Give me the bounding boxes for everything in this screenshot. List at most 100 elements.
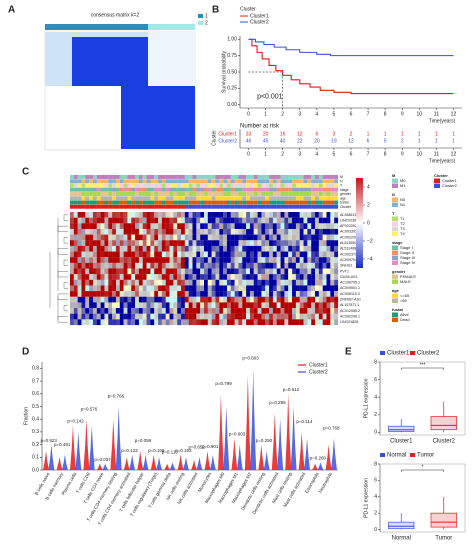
heat-cell: [181, 228, 185, 235]
violin: [102, 463, 109, 470]
annotation-cell: [200, 179, 205, 184]
heat-cell: [230, 245, 235, 252]
heat-cell: [265, 240, 270, 246]
annotation-cell: [311, 187, 316, 192]
heat-cell: [165, 228, 170, 235]
risk-value: 40: [280, 138, 286, 144]
p-value: p=0.290: [256, 438, 273, 443]
heat-cell: [131, 223, 136, 230]
p-value: p=0.193: [175, 448, 192, 453]
violin: [258, 444, 265, 470]
annotation-cell: [177, 200, 182, 205]
annotation-cell: [108, 187, 113, 192]
heat-cell: [173, 245, 178, 252]
heat-cell: [303, 291, 308, 297]
heat-cell: [288, 274, 293, 280]
annotation-cell: [119, 183, 124, 188]
annotation-cell: [196, 183, 201, 188]
annotation-cell: [238, 187, 243, 192]
annotation-cell: [150, 204, 155, 209]
heat-cell: [100, 302, 105, 309]
heat-cell: [334, 296, 339, 303]
p-value: p<0.001: [257, 94, 283, 101]
heat-cell: [257, 223, 262, 230]
annotation-cell: [158, 204, 162, 209]
x-tick-label: 3: [298, 111, 301, 117]
heat-cell: [246, 291, 251, 297]
heat-cell: [146, 251, 151, 258]
heat-cell: [138, 212, 143, 218]
annotation-cell: [96, 192, 101, 196]
heat-cell: [81, 245, 86, 252]
heat-cell: [295, 240, 300, 246]
heat-cell: [196, 262, 201, 269]
heat-cell: [146, 223, 151, 230]
annotation-cell: [226, 175, 231, 179]
heat-cell: [311, 245, 316, 252]
heat-cell: [249, 245, 254, 252]
annotation-cell: [303, 196, 308, 201]
annotation-cell: [253, 175, 258, 179]
heat-cell: [226, 302, 231, 309]
heat-cell: [272, 302, 277, 309]
heat-cell: [92, 268, 97, 275]
heat-cell: [315, 228, 319, 235]
heat-cell: [196, 217, 201, 224]
annotation-cell: [96, 175, 101, 179]
heat-cell: [127, 268, 132, 275]
heat-cell: [112, 240, 117, 246]
consensus-matrix: consensus matrix k=2 1 2: [44, 12, 208, 151]
heat-cell: [204, 308, 208, 314]
heat-cell: [115, 285, 120, 292]
heat-cell: [272, 262, 277, 269]
heat-cell: [303, 251, 308, 258]
heat-cell: [246, 313, 251, 320]
annotation-cell: [188, 179, 193, 184]
heat-cell: [207, 308, 212, 314]
heat-cell: [246, 223, 251, 230]
heat-cell: [165, 308, 170, 314]
heat-cell: [173, 319, 178, 326]
heat-cell: [269, 245, 274, 252]
heat-cell: [177, 223, 182, 230]
heat-cell: [322, 319, 327, 326]
annotation-cell: [299, 183, 304, 188]
heat-cell: [108, 251, 113, 258]
annotation-cell: [127, 204, 132, 209]
annotation-cell: [142, 175, 147, 179]
heat-cell: [219, 302, 224, 309]
y-axis-label: Survival probability: [221, 51, 227, 93]
gene-label: AC092296.1: [340, 314, 360, 318]
heat-cell: [135, 296, 140, 303]
heat-cell: [284, 296, 289, 303]
heat-cell: [200, 212, 205, 218]
annotation-cell: [158, 187, 162, 192]
heat-cell: [96, 228, 101, 235]
heat-cell: [70, 245, 74, 252]
heat-cell: [276, 291, 281, 297]
heat-cell: [142, 319, 147, 326]
gene-label: GAS6-AS1: [340, 275, 358, 279]
heat-cell: [299, 245, 304, 252]
heat-cell: [173, 291, 178, 297]
heat-cell: [73, 257, 78, 263]
legend-label: Cluster2: [250, 19, 269, 25]
y-axis-label: PD-L1 expression: [363, 478, 369, 518]
annotation-cell: [70, 204, 74, 209]
legend-title: Cluster: [240, 6, 256, 12]
heat-cell: [215, 279, 220, 286]
heat-cell: [284, 234, 289, 241]
annotation-cell: [211, 192, 216, 196]
heat-cell: [127, 251, 132, 258]
heat-cell: [284, 274, 289, 280]
annotation-cell: [104, 183, 109, 188]
heat-cell: [315, 308, 319, 314]
heat-cell: [200, 291, 205, 297]
annotation-cell: [188, 196, 193, 201]
heat-cell: [295, 268, 300, 275]
heat-cell: [142, 223, 147, 230]
heat-cell: [100, 279, 105, 286]
annotation-cell: [89, 187, 94, 192]
p-value: p=0.603: [242, 356, 259, 361]
annotation-cell: [295, 192, 300, 196]
